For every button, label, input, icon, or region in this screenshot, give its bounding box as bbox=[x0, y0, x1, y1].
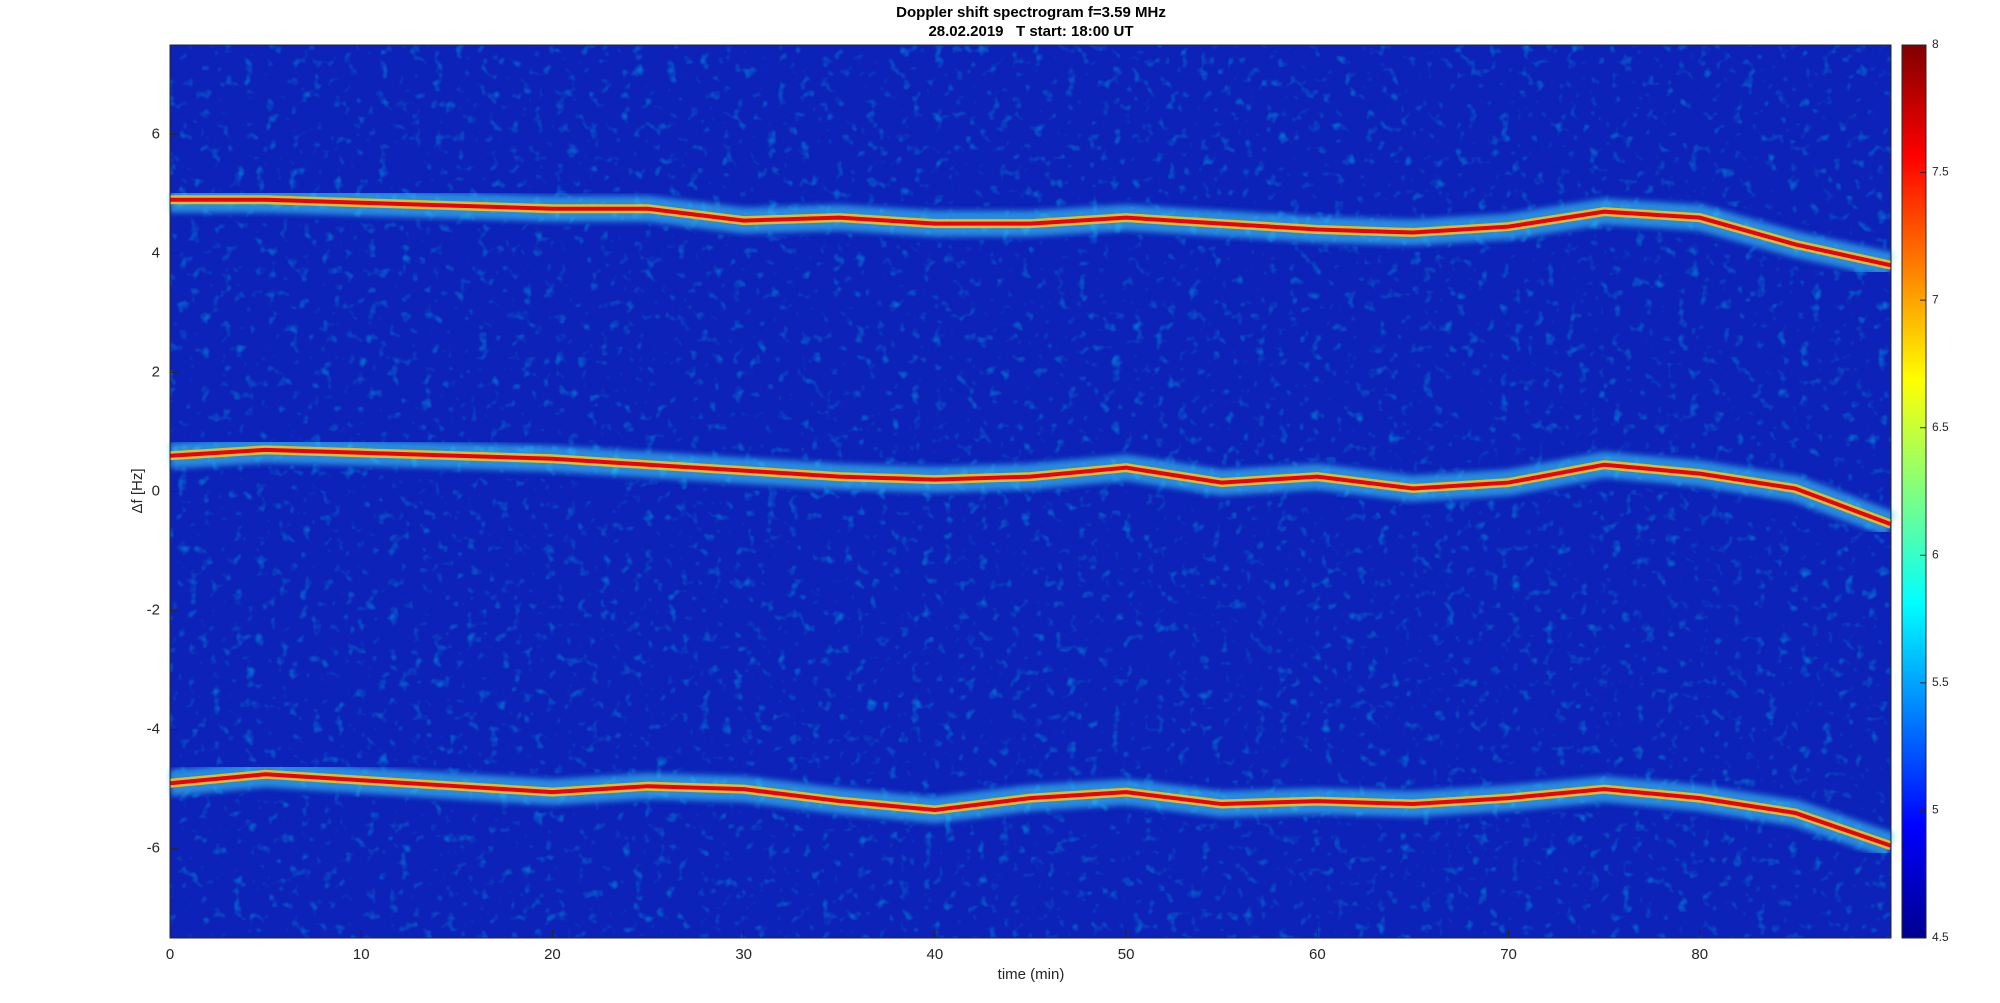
y-tick-label: -2 bbox=[147, 602, 160, 619]
x-tick-label: 20 bbox=[544, 946, 561, 963]
x-tick-label: 60 bbox=[1309, 946, 1326, 963]
x-tick-label: 0 bbox=[166, 946, 174, 963]
colorbar-tick-label: 6.5 bbox=[1932, 420, 1949, 434]
colorbar-tick-label: 5 bbox=[1932, 803, 1939, 817]
x-tick-label: 50 bbox=[1118, 946, 1135, 963]
colorbar-tick-label: 7.5 bbox=[1932, 165, 1949, 179]
colorbar-tick-label: 5.5 bbox=[1932, 675, 1949, 689]
ridge-line bbox=[170, 197, 1892, 268]
colorbar bbox=[1901, 44, 1927, 939]
x-tick-label: 30 bbox=[735, 946, 752, 963]
plot-area bbox=[168, 186, 1896, 859]
y-tick-label: 0 bbox=[152, 482, 160, 499]
chart-subtitle: 28.02.2019 T start: 18:00 UT bbox=[928, 23, 1133, 40]
colorbar-tick-label: 8 bbox=[1932, 37, 1939, 51]
x-tick-label: 80 bbox=[1691, 946, 1708, 963]
x-tick-label: 40 bbox=[927, 946, 944, 963]
y-tick-label: -6 bbox=[147, 840, 160, 857]
y-tick-label: 2 bbox=[152, 363, 160, 380]
y-axis-label: Δf [Hz] bbox=[129, 468, 146, 513]
ridge-line bbox=[169, 447, 1892, 527]
colorbar-tick-label: 7 bbox=[1932, 292, 1939, 306]
y-tick-label: 4 bbox=[152, 244, 160, 261]
colorbar-tick-label: 4.5 bbox=[1932, 930, 1949, 944]
x-tick-label: 10 bbox=[353, 946, 370, 963]
y-tick-label: 6 bbox=[152, 125, 160, 142]
x-axis-label: time (min) bbox=[998, 966, 1065, 983]
colorbar-tick-label: 6 bbox=[1932, 547, 1939, 561]
ridge-line bbox=[169, 772, 1892, 848]
y-tick-label: -4 bbox=[147, 721, 160, 738]
x-tick-label: 70 bbox=[1500, 946, 1517, 963]
chart-title: Doppler shift spectrogram f=3.59 MHz bbox=[896, 4, 1166, 21]
